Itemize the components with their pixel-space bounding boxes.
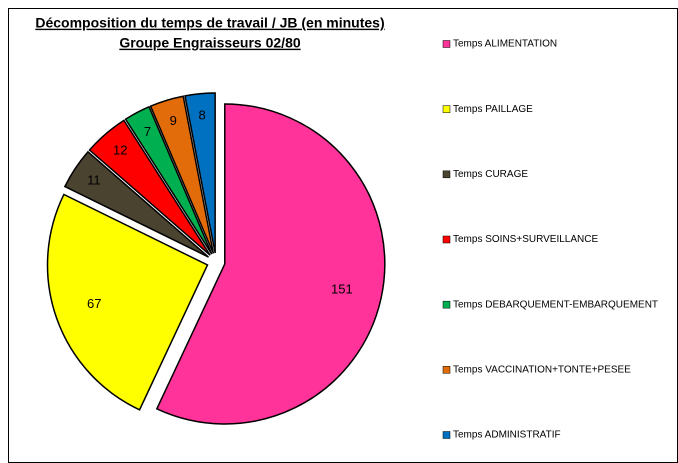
legend-swatch xyxy=(442,105,451,113)
pie-slice xyxy=(63,150,209,258)
data-label: 7 xyxy=(144,124,151,139)
legend-label: Temps ADMINISTRATIF xyxy=(453,430,561,441)
pie-slice xyxy=(124,105,213,255)
pie-slice xyxy=(155,103,386,425)
legend-label: Temps CURAGE xyxy=(453,169,528,180)
legend-swatch xyxy=(442,170,451,179)
legend-swatch xyxy=(442,431,451,439)
legend-swatch xyxy=(442,366,451,374)
chart-subtitle: Groupe Engraisseurs 02/80 xyxy=(119,35,301,51)
data-label: 11 xyxy=(87,172,101,187)
legend-label: Temps DEBARQUEMENT-EMBARQUEMENT xyxy=(453,299,658,310)
legend-label: Temps VACCINATION+TONTE+PESEE xyxy=(453,364,631,375)
data-label: 151 xyxy=(331,282,353,297)
legend-swatch xyxy=(442,300,451,309)
pie-slice xyxy=(149,95,215,254)
data-label: 8 xyxy=(199,107,206,122)
pie-slice xyxy=(88,119,211,256)
pie-slice xyxy=(46,193,209,411)
data-label: 9 xyxy=(170,113,177,128)
chart-title: Décomposition du temps de travail / JB (… xyxy=(35,15,384,31)
legend-label: Temps SOINS+SURVEILLANCE xyxy=(453,234,598,245)
data-label: 12 xyxy=(113,142,127,157)
legend-swatch xyxy=(442,40,451,48)
legend-label: Temps PAILLAGE xyxy=(453,104,533,115)
legend-label: Temps ALIMENTATION xyxy=(453,39,557,50)
legend-swatch xyxy=(442,235,451,244)
pie-slice xyxy=(184,92,216,254)
data-label: 67 xyxy=(87,296,101,311)
